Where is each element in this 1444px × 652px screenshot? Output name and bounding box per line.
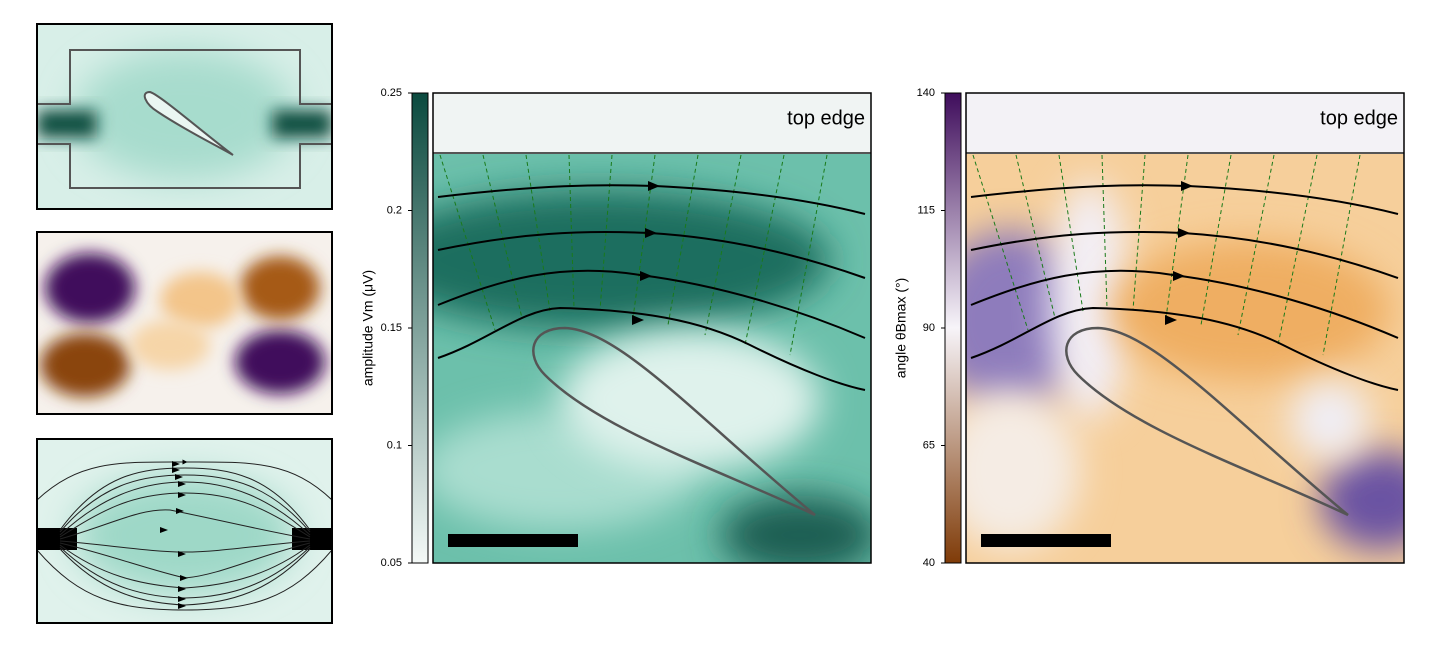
colorbar-tick-label: 0.05 bbox=[381, 557, 402, 569]
panel-frame bbox=[36, 438, 333, 624]
map-frame bbox=[432, 92, 872, 564]
colorbar-label: angle θBmax (°) bbox=[893, 278, 909, 379]
colorbar bbox=[944, 92, 962, 564]
colorbar-tick-label: 65 bbox=[923, 439, 935, 451]
scale-bar bbox=[981, 534, 1111, 547]
panel-frame bbox=[36, 231, 333, 415]
amplitude-map bbox=[433, 93, 871, 563]
map-frame bbox=[965, 92, 1405, 564]
streamline-overlay bbox=[966, 152, 1404, 517]
panel-device-amplitude bbox=[37, 24, 332, 209]
colorbar-tick-label: 0.2 bbox=[387, 204, 402, 216]
scale-bar bbox=[448, 534, 578, 547]
panel-frame bbox=[36, 23, 333, 210]
colorbar-tick-label: 0.25 bbox=[381, 87, 402, 99]
panel-device-streamlines bbox=[37, 439, 332, 623]
colorbar-tick-label: 40 bbox=[923, 557, 935, 569]
colorbar bbox=[411, 92, 429, 564]
angle-map bbox=[966, 93, 1404, 563]
streamline-overlay bbox=[433, 152, 871, 517]
colorbar-tick-label: 115 bbox=[917, 204, 935, 216]
colorbar-tick-label: 0.15 bbox=[381, 322, 402, 334]
annotation: top edge bbox=[787, 107, 865, 129]
colorbar-label: amplitude Vm (μV) bbox=[360, 270, 376, 386]
annotation: top edge bbox=[1320, 107, 1398, 129]
colorbar-tick-label: 0.1 bbox=[387, 439, 402, 451]
colorbar-tick-label: 140 bbox=[917, 87, 935, 99]
colorbar-tick-label: 90 bbox=[923, 322, 935, 334]
panel-device-angle bbox=[37, 232, 332, 414]
